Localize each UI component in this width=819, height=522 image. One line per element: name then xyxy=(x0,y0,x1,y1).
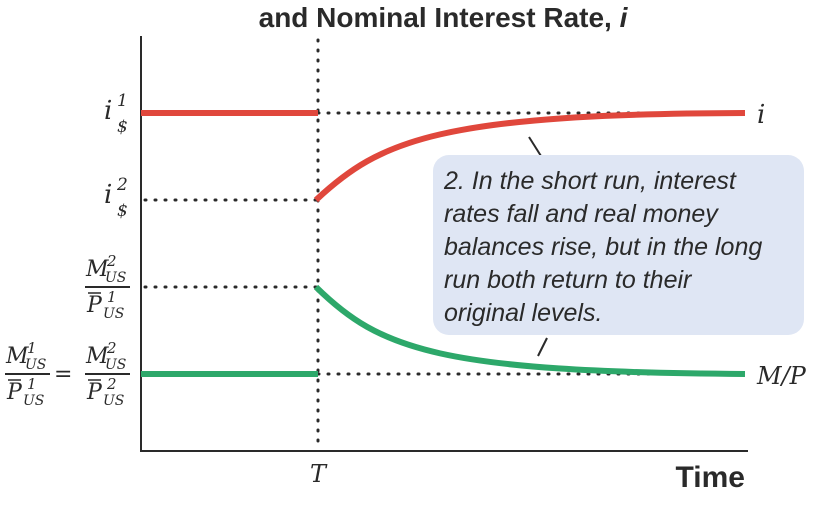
frac-num-sub: US xyxy=(105,357,126,373)
y-label-i1-base: i xyxy=(104,96,112,126)
annotation-text: 2. In the short run, interest rates fall… xyxy=(443,167,769,327)
annotation-line: balances rise, but in the long xyxy=(444,233,762,261)
frac-num-sup: 2 xyxy=(106,252,117,270)
interest-rate-curve-after-T xyxy=(313,110,746,203)
frac-den-sup: 1 xyxy=(27,375,37,393)
annotation-line: original levels. xyxy=(444,299,602,327)
frac-num-sub: US xyxy=(25,357,46,373)
real-balances-curve-after-T xyxy=(313,284,746,377)
annotation-line: 2. In the short run, interest xyxy=(443,167,737,195)
annotation-line: run both return to their xyxy=(444,266,693,294)
callout-leader-balances xyxy=(537,337,548,357)
frac-den-sub: US xyxy=(103,306,124,322)
frac-den-base: P xyxy=(86,293,103,318)
series-interest-rate xyxy=(141,110,746,203)
frac-den-base: P xyxy=(6,380,23,405)
series-label-i: i xyxy=(757,100,765,130)
y-label-i2-sup: 2 xyxy=(116,175,128,195)
chart-title: and Nominal Interest Rate, i xyxy=(259,2,629,33)
y-label-i1-sub: $ xyxy=(117,117,128,137)
frac-num-base: M xyxy=(85,344,109,369)
y-label-i1: i 1 $ xyxy=(104,91,128,137)
annotation-line: rates fall and real money xyxy=(444,200,719,228)
frac-num-sub: US xyxy=(105,270,126,286)
frac-den-base: P xyxy=(86,380,103,405)
frac-den-sup: 1 xyxy=(107,288,117,306)
x-tick-label-T: T xyxy=(310,460,328,488)
frac-num-sup: 1 xyxy=(27,339,37,357)
frac-num-base: M xyxy=(85,257,109,282)
frac-den-sup: 2 xyxy=(106,375,117,393)
frac-den-sub: US xyxy=(103,393,124,409)
y-label-i2-base: i xyxy=(104,180,112,210)
y-label-real-balances-short-run: M 2 US P 1 US xyxy=(85,252,130,322)
frac-num-sup: 2 xyxy=(106,339,117,357)
series-label-mp: M/P xyxy=(756,362,807,390)
chart-title-text: and Nominal Interest Rate, xyxy=(259,2,612,33)
frac-den-sub: US xyxy=(23,393,44,409)
annotation-callout xyxy=(433,155,804,335)
equals-sign: = xyxy=(54,362,72,387)
y-label-i2-sub: $ xyxy=(117,201,128,221)
y-label-real-balances-equality: M 1 US P 1 US = M 2 US P 2 US xyxy=(5,339,130,409)
y-label-i2: i 2 $ xyxy=(104,175,128,221)
y-label-i1-sup: 1 xyxy=(117,91,128,111)
frac-num-base: M xyxy=(5,344,29,369)
x-axis-label: Time xyxy=(676,461,745,494)
chart-title-symbol: i xyxy=(620,2,629,33)
series-real-money-balances xyxy=(141,284,746,377)
callout-leader-interest xyxy=(528,136,542,157)
